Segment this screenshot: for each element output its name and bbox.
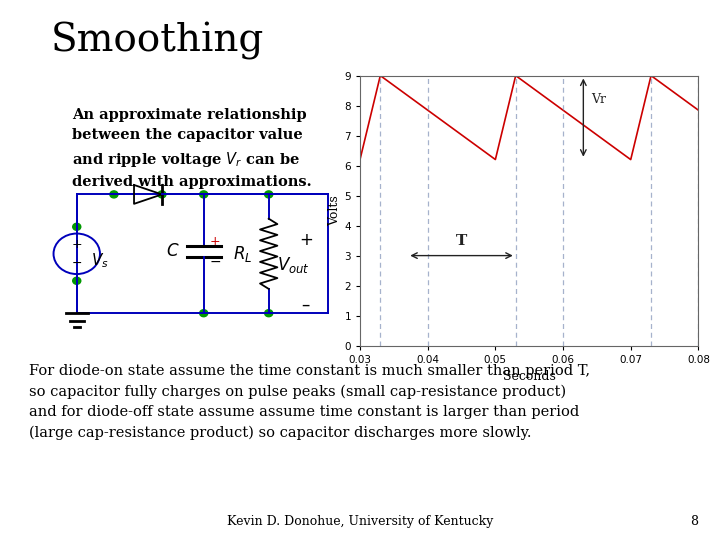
Text: $V_s$: $V_s$ (91, 251, 109, 270)
Circle shape (158, 191, 166, 198)
Text: $V_{out}$: $V_{out}$ (277, 254, 310, 275)
Text: Vr: Vr (591, 93, 606, 106)
Text: 8: 8 (690, 515, 698, 528)
Text: −: − (210, 255, 222, 269)
X-axis label: Seconds: Seconds (503, 370, 556, 383)
Text: $R_L$: $R_L$ (233, 244, 252, 264)
Circle shape (199, 310, 207, 316)
Circle shape (73, 224, 81, 230)
Text: $C$: $C$ (166, 242, 179, 260)
Text: For diode-on state assume the time constant is much smaller than period T,
so ca: For diode-on state assume the time const… (29, 364, 590, 440)
Circle shape (265, 310, 273, 316)
Circle shape (110, 191, 118, 198)
Text: Smoothing: Smoothing (50, 22, 264, 59)
Text: T: T (456, 234, 467, 248)
Text: –: – (302, 296, 310, 314)
Circle shape (73, 278, 81, 284)
Circle shape (199, 191, 207, 198)
Text: −: − (71, 256, 82, 270)
Circle shape (265, 191, 273, 198)
Y-axis label: Volts: Volts (328, 195, 341, 226)
Text: Kevin D. Donohue, University of Kentucky: Kevin D. Donohue, University of Kentucky (227, 515, 493, 528)
Text: An approximate relationship
between the capacitor value
and ripple voltage $V_r$: An approximate relationship between the … (72, 108, 312, 189)
Text: +: + (210, 235, 220, 248)
Text: +: + (71, 238, 82, 251)
Text: +: + (299, 231, 312, 249)
